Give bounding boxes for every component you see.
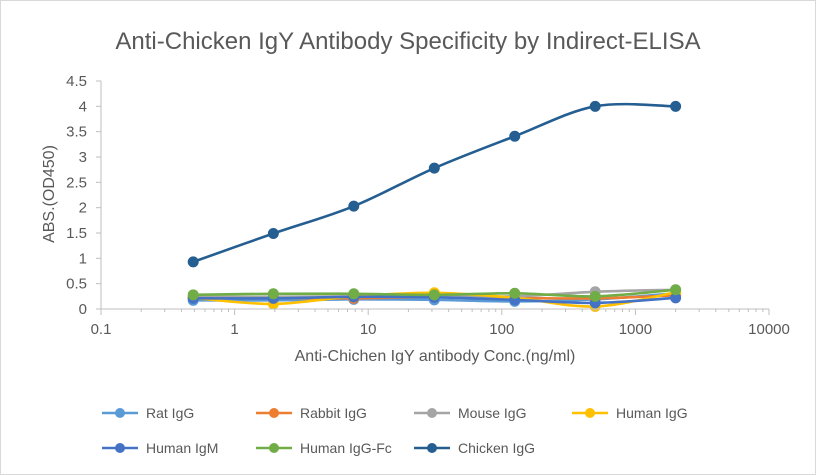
legend-label: Chicken IgG (458, 440, 535, 456)
data-point-human-igg-fc (670, 284, 682, 296)
legend-item-human-igg-fc: Human IgG-Fc (256, 440, 392, 456)
y-tick-label: 0.5 (66, 276, 87, 293)
data-point-chicken-igg (509, 130, 521, 142)
y-tick-label: 2 (79, 200, 87, 217)
x-tick-label: 1000 (619, 321, 652, 338)
x-axis-label: Anti-Chichen IgY antibody Conc.(ng/ml) (295, 348, 576, 365)
legend-marker (585, 408, 595, 418)
legend-marker (115, 443, 125, 453)
legend-label: Human IgG (616, 405, 688, 421)
x-tick-label: 100 (489, 321, 514, 338)
series-chicken-igg (187, 100, 682, 268)
legend-item-rabbit-igg: Rabbit IgG (256, 405, 367, 421)
legend-marker (269, 408, 279, 418)
axes: 0 0.5 1 1.5 2 2.5 3 3.5 4 4.5 0.1 1 10 100 1000 10000 (66, 73, 790, 338)
legend-item-human-igg: Human IgG (572, 405, 688, 421)
y-tick-label: 0 (79, 301, 87, 318)
y-tick-label: 3 (79, 149, 87, 166)
legend-item-rat-igg: Rat IgG (102, 405, 194, 421)
legend-marker (427, 408, 437, 418)
data-point-chicken-igg (267, 228, 279, 240)
x-tick-label: 1 (230, 321, 238, 338)
data-point-human-igg-fc (509, 287, 521, 299)
data-point-human-igg-fc (267, 288, 279, 300)
y-tick-label: 2.5 (66, 174, 87, 191)
y-tick-label: 1 (79, 250, 87, 267)
series-human-igg-fc (187, 284, 682, 302)
x-tick-label: 10 (360, 321, 377, 338)
data-point-human-igg-fc (589, 290, 601, 302)
legend-marker (269, 443, 279, 453)
legend-label: Human IgM (146, 440, 218, 456)
y-tick-label: 3.5 (66, 124, 87, 141)
y-tick-label: 1.5 (66, 225, 87, 242)
legend: Rat IgG Rabbit IgG Mouse IgG Human IgG Human… (102, 405, 688, 456)
data-point-human-igg-fc (187, 289, 199, 301)
legend-marker (115, 408, 125, 418)
data-point-chicken-igg (589, 100, 601, 112)
legend-marker (427, 443, 437, 453)
x-tick-label: 0.1 (91, 321, 112, 338)
legend-item-human-igm: Human IgM (102, 440, 218, 456)
y-axis-label: ABS.(OD450) (41, 145, 58, 243)
series-line-chicken-igg (192, 102, 676, 264)
data-point-human-igg-fc (348, 288, 360, 300)
legend-item-mouse-igg: Mouse IgG (414, 405, 526, 421)
y-tick-label: 4.5 (66, 73, 87, 90)
data-point-chicken-igg (670, 100, 682, 112)
legend-label: Mouse IgG (458, 405, 526, 421)
data-point-human-igg-fc (428, 289, 440, 301)
data-point-chicken-igg (348, 200, 360, 212)
legend-label: Rat IgG (146, 405, 194, 421)
series-layer (187, 100, 682, 312)
legend-item-chicken-igg: Chicken IgG (414, 440, 535, 456)
data-point-chicken-igg (187, 256, 199, 268)
x-tick-label: 10000 (748, 321, 790, 338)
legend-label: Human IgG-Fc (300, 440, 392, 456)
y-tick-label: 4 (79, 98, 87, 115)
data-point-chicken-igg (428, 162, 440, 174)
chart-title: Anti-Chicken IgY Antibody Specificity by… (115, 28, 700, 55)
legend-label: Rabbit IgG (300, 405, 367, 421)
